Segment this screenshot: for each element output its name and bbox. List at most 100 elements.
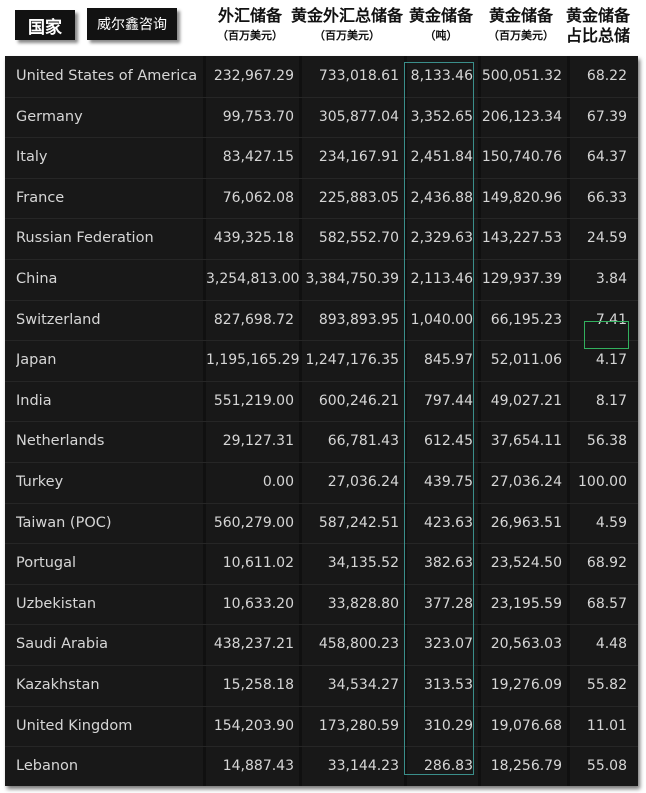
- gold-share-cell: 100.00: [578, 474, 627, 490]
- gold-tonnes-cell: 286.83: [424, 758, 473, 775]
- column-divider: [478, 56, 481, 786]
- table-row: Russian Federation 439,325.18 582,552.70 2,…: [5, 218, 638, 258]
- gold-tonnes-cell: 2,329.63: [410, 230, 473, 247]
- gold-tonnes-cell: 313.53: [424, 677, 473, 693]
- gold-usd-cell: 150,740.76: [481, 149, 562, 166]
- fx-reserves-cell: 15,258.18: [222, 677, 294, 693]
- gold-usd-cell: 52,011.06: [490, 352, 562, 369]
- column-header-title: 黄金外汇总储备: [290, 6, 403, 25]
- country-cell: Turkey: [16, 474, 64, 490]
- fx-reserves-cell: 29,127.31: [222, 433, 294, 450]
- column-header-title: 黄金储备: [488, 6, 553, 25]
- gold-tonnes-cell: 2,451.84: [410, 149, 473, 166]
- total-reserves-cell: 34,534.27: [327, 677, 399, 693]
- gold-share-cell: 68.92: [586, 555, 627, 572]
- country-cell: Uzbekistan: [16, 595, 97, 612]
- total-reserves-cell: 582,552.70: [318, 230, 399, 247]
- column-header-fx-reserves: 外汇储备 （百万美元）: [203, 6, 297, 50]
- gold-share-cell: 3.84: [595, 271, 627, 287]
- column-header-total-reserves: 黄金外汇总储备 （百万美元）: [285, 6, 409, 50]
- fx-reserves-cell: 439,325.18: [213, 230, 294, 247]
- country-cell: China: [16, 271, 58, 287]
- gold-share-cell: 4.17: [595, 352, 627, 369]
- fx-reserves-cell: 76,062.08: [222, 189, 294, 206]
- total-reserves-cell: 66,781.43: [327, 433, 399, 450]
- column-header-title: 黄金储备: [565, 6, 630, 25]
- fx-reserves-cell: 438,237.21: [213, 636, 294, 653]
- total-reserves-cell: 1,247,176.35: [305, 352, 399, 369]
- fx-reserves-cell: 10,611.02: [222, 555, 294, 572]
- gold-tonnes-cell: 612.45: [424, 433, 473, 450]
- row-divider: [5, 665, 638, 666]
- table-row: Portugal 10,611.02 34,135.52 382.63 23,524.5…: [5, 543, 638, 583]
- country-cell: Russian Federation: [16, 230, 154, 247]
- gold-tonnes-cell: 8,133.46: [410, 68, 473, 84]
- fx-reserves-cell: 83,427.15: [222, 149, 294, 166]
- table-row: Switzerland 827,698.72 893,893.95 1,040.00 6…: [5, 300, 638, 340]
- country-cell: United Kingdom: [16, 717, 133, 734]
- gold-tonnes-cell: 439.75: [424, 474, 473, 490]
- column-header-unit: （百万美元）: [314, 29, 380, 42]
- gold-usd-cell: 143,227.53: [481, 230, 562, 247]
- gold-usd-cell: 20,563.03: [490, 636, 562, 653]
- column-header-gold-share: 黄金储备 占比总储: [563, 6, 633, 50]
- row-divider: [5, 624, 638, 626]
- country-cell: Portugal: [16, 555, 77, 572]
- total-reserves-cell: 893,893.95: [318, 311, 399, 328]
- gold-share-cell: 24.59: [586, 230, 627, 247]
- country-cell: Germany: [16, 108, 83, 125]
- row-divider: [5, 340, 638, 342]
- gold-share-cell: 4.59: [595, 514, 627, 531]
- table-row: United Kingdom 154,203.90 173,280.59 310.29…: [5, 706, 638, 746]
- row-divider: [5, 543, 638, 545]
- gold-usd-cell: 149,820.96: [481, 189, 562, 206]
- total-reserves-cell: 600,246.21: [318, 392, 399, 409]
- gold-share-cell: 55.08: [586, 758, 627, 775]
- table-row: Netherlands 29,127.31 66,781.43 612.45 37,65…: [5, 421, 638, 461]
- gold-share-cell: 4.48: [595, 636, 627, 653]
- total-reserves-cell: 234,167.91: [318, 149, 399, 166]
- gold-usd-cell: 23,195.59: [490, 595, 562, 612]
- row-divider: [5, 462, 638, 463]
- table-row: China 3,254,813.00 3,384,750.39 2,113.46 129…: [5, 259, 638, 299]
- country-header-label: 国家: [15, 10, 75, 40]
- row-divider: [5, 705, 638, 707]
- table-row: Uzbekistan 10,633.20 33,828.80 377.28 23,195…: [5, 584, 638, 624]
- gold-tonnes-cell: 382.63: [424, 555, 473, 572]
- gold-tonnes-cell: 1,040.00: [410, 311, 473, 328]
- country-cell: United States of America: [16, 68, 198, 84]
- country-cell: Netherlands: [16, 433, 105, 450]
- fx-reserves-cell: 551,219.00: [213, 392, 294, 409]
- table-row: Germany 99,753.70 305,877.04 3,352.65 206,12…: [5, 97, 638, 137]
- fx-reserves-cell: 154,203.90: [213, 717, 294, 734]
- country-cell: France: [16, 189, 65, 206]
- country-cell: Italy: [16, 149, 48, 166]
- gold-share-cell: 68.22: [586, 68, 627, 84]
- gold-usd-cell: 27,036.24: [490, 474, 562, 490]
- fx-reserves-cell: 232,967.29: [213, 68, 294, 84]
- column-divider: [404, 56, 407, 786]
- row-divider: [5, 96, 638, 98]
- gold-usd-cell: 26,963.51: [490, 514, 562, 531]
- fx-reserves-cell: 3,254,813.00: [206, 271, 299, 287]
- row-divider: [5, 259, 638, 260]
- table-row: Kazakhstan 15,258.18 34,534.27 313.53 19,276…: [5, 665, 638, 705]
- total-reserves-cell: 34,135.52: [327, 555, 399, 572]
- country-cell: Kazakhstan: [16, 677, 100, 693]
- gold-share-cell: 55.82: [586, 677, 627, 693]
- table-row: Saudi Arabia 438,237.21 458,800.23 323.07 20…: [5, 624, 638, 664]
- country-cell: Switzerland: [16, 311, 101, 328]
- gold-tonnes-cell: 2,436.88: [410, 189, 473, 206]
- column-divider: [203, 56, 206, 786]
- table-row: Turkey 0.00 27,036.24 439.75 27,036.24 100.00: [5, 462, 638, 502]
- gold-tonnes-cell: 2,113.46: [410, 271, 473, 287]
- row-divider: [5, 380, 638, 382]
- column-divider: [299, 56, 302, 786]
- table-row: Lebanon 14,887.43 33,144.23 286.83 18,256.79…: [5, 746, 638, 786]
- gold-usd-cell: 37,654.11: [490, 433, 562, 450]
- fx-reserves-cell: 560,279.00: [213, 514, 294, 531]
- gold-tonnes-cell: 423.63: [424, 514, 473, 531]
- gold-usd-cell: 49,027.21: [490, 392, 562, 409]
- table-row: India 551,219.00 600,246.21 797.44 49,027.21…: [5, 381, 638, 421]
- table-row: United States of America 232,967.29 733,01…: [5, 56, 638, 96]
